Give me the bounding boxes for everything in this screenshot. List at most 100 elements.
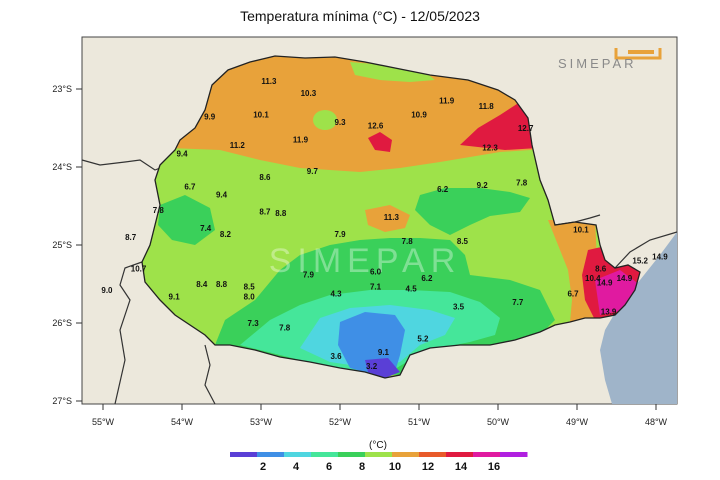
station-value: 9.0 xyxy=(101,286,113,295)
station-value: 6.2 xyxy=(421,274,433,283)
lon-tick-label: 48°W xyxy=(645,417,668,427)
station-value: 10.7 xyxy=(131,264,147,273)
station-value: 8.7 xyxy=(125,233,137,242)
colorbar-segment xyxy=(230,452,258,457)
colorbar-segment xyxy=(392,452,420,457)
station-value: 11.8 xyxy=(479,102,495,111)
station-value: 10.1 xyxy=(253,111,269,120)
station-values: 11.3 10.3 9.9 10.1 9.3 12.6 10.9 11.9 11.8 12.7 11… xyxy=(101,77,668,371)
lon-tick-label: 55°W xyxy=(92,417,115,427)
lat-ticks: 23°S 24°S 25°S 26°S 27°S xyxy=(52,84,82,406)
station-value: 11.3 xyxy=(261,77,277,86)
station-value: 15.2 xyxy=(632,257,648,266)
colorbar-label: 14 xyxy=(455,461,468,473)
station-value: 8.8 xyxy=(216,280,228,289)
station-value: 7.7 xyxy=(512,298,524,307)
colorbar-label: 6 xyxy=(326,461,332,473)
station-value: 7.3 xyxy=(248,319,260,328)
station-value: 7.9 xyxy=(303,271,315,280)
colorbar: 2 4 6 8 10 12 14 16 xyxy=(230,452,528,473)
colorbar-segment xyxy=(284,452,312,457)
station-value: 12.3 xyxy=(482,144,498,153)
lon-tick-label: 53°W xyxy=(250,417,273,427)
station-value: 7.8 xyxy=(153,206,165,215)
station-value: 10.4 xyxy=(585,274,601,283)
station-value: 11.9 xyxy=(439,97,455,106)
station-value: 9.2 xyxy=(477,181,489,190)
lat-tick-label: 25°S xyxy=(52,240,72,250)
station-value: 8.2 xyxy=(220,230,232,239)
colorbar-label: 2 xyxy=(260,461,266,473)
lat-tick-label: 27°S xyxy=(52,396,72,406)
station-value: 10.3 xyxy=(301,89,317,98)
colorbar-label: 12 xyxy=(422,461,434,473)
station-value: 8.6 xyxy=(595,264,607,273)
lat-tick-label: 24°S xyxy=(52,162,72,172)
station-value: 9.4 xyxy=(176,150,188,159)
neighbour-borders xyxy=(81,159,678,405)
lat-tick-label: 26°S xyxy=(52,318,72,328)
colorbar-segment xyxy=(365,452,393,457)
colorbar-segment xyxy=(419,452,447,457)
colorbar-label: 4 xyxy=(293,461,300,473)
station-value: 9.7 xyxy=(307,167,319,176)
lon-ticks: 55°W 54°W 53°W 52°W 51°W 50°W 49°W 48°W xyxy=(92,404,668,427)
station-value: 11.2 xyxy=(230,141,246,150)
station-value: 10.1 xyxy=(573,225,589,234)
colorbar-unit: (°C) xyxy=(369,440,387,451)
station-value: 7.1 xyxy=(370,282,382,291)
station-value: 9.1 xyxy=(169,292,181,301)
station-value: 13.9 xyxy=(601,307,617,316)
station-value: 8.8 xyxy=(275,209,287,218)
station-value: 7.4 xyxy=(200,224,212,233)
station-value: 8.6 xyxy=(259,173,271,182)
station-value: 7.8 xyxy=(516,179,528,188)
station-value: 14.9 xyxy=(597,278,613,287)
station-value: 12.6 xyxy=(368,122,384,131)
ocean xyxy=(600,232,677,404)
station-value: 8.5 xyxy=(244,282,256,291)
station-value: 6.0 xyxy=(370,268,382,277)
station-value: 6.7 xyxy=(184,183,196,192)
station-value: 8.7 xyxy=(259,207,271,216)
lon-tick-label: 54°W xyxy=(171,417,194,427)
colorbar-segment xyxy=(446,452,474,457)
colorbar-segment xyxy=(500,452,528,457)
station-value: 6.7 xyxy=(567,289,579,298)
station-value: 8.0 xyxy=(244,292,256,301)
lon-tick-label: 52°W xyxy=(329,417,352,427)
station-value: 7.8 xyxy=(279,324,291,333)
colorbar-label: 8 xyxy=(359,461,365,473)
station-value: 5.2 xyxy=(417,335,429,344)
station-value: 14.9 xyxy=(652,253,668,262)
station-value: 3.5 xyxy=(453,303,465,312)
station-value: 3.6 xyxy=(330,352,342,361)
station-value: 14.9 xyxy=(617,274,633,283)
map-title: Temperatura mínima (°C) - 12/05/2023 xyxy=(240,8,480,24)
state-outline xyxy=(141,55,641,379)
station-value: 4.3 xyxy=(330,289,342,298)
station-value: 8.5 xyxy=(457,237,469,246)
colorbar-segment xyxy=(338,452,366,457)
station-value: 11.3 xyxy=(384,213,400,222)
lon-tick-label: 49°W xyxy=(566,417,589,427)
station-value: 9.4 xyxy=(216,190,228,199)
colorbar-segment xyxy=(473,452,501,457)
station-value: 10.9 xyxy=(411,111,427,120)
station-value: 6.2 xyxy=(437,185,449,194)
station-value: 11.9 xyxy=(293,136,309,145)
station-value: 12.7 xyxy=(518,124,534,133)
station-value: 9.1 xyxy=(378,348,390,357)
lat-tick-label: 23°S xyxy=(52,84,72,94)
station-value: 4.5 xyxy=(406,285,418,294)
station-value: 7.9 xyxy=(334,230,346,239)
station-value: 8.4 xyxy=(196,280,208,289)
lon-tick-label: 51°W xyxy=(408,417,431,427)
colorbar-segment xyxy=(257,452,285,457)
station-value: 7.8 xyxy=(402,237,414,246)
brand-text: SIMEPAR xyxy=(558,56,637,71)
colorbar-segment xyxy=(311,452,339,457)
colorbar-label: 16 xyxy=(488,461,500,473)
watermark-text: SIMEPAR xyxy=(269,242,462,280)
